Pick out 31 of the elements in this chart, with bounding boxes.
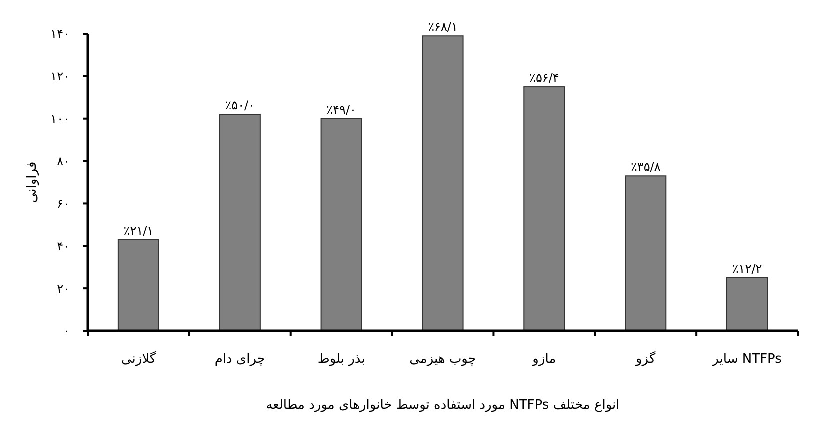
- data-label: ٪۱۲/۲: [732, 262, 762, 276]
- y-tick-label: ۱۰۰: [50, 112, 70, 126]
- data-label: ٪۶۸/۱: [428, 20, 458, 34]
- y-tick-label: ۰: [64, 324, 70, 338]
- x-axis-title: انواع مختلف NTFPs مورد استفاده توسط خانوارهای مورد مطالعه: [266, 398, 620, 413]
- x-tick-label: گزو: [635, 351, 656, 367]
- bar: [625, 176, 667, 332]
- bar: [118, 239, 160, 332]
- y-tick-label: ۸۰: [57, 154, 70, 168]
- x-tick-label: چوب هیزمی: [410, 352, 476, 367]
- x-tick-label: مازو: [532, 352, 556, 367]
- y-tick-label: ۶۰: [57, 196, 70, 211]
- x-tick-label: سایر NTFPs: [712, 352, 782, 367]
- bar: [219, 114, 261, 332]
- y-tick-label: ۲۰: [57, 282, 70, 296]
- data-label: ٪۳۵/۸: [630, 160, 662, 174]
- x-tick-label: چرای دام: [214, 352, 266, 367]
- bar: [726, 277, 768, 332]
- bar: [422, 36, 464, 332]
- bar: [320, 118, 362, 332]
- data-label: ٪۲۱/۱: [124, 224, 154, 238]
- x-tick-label: بذر بلوط: [318, 352, 366, 367]
- data-label: ٪۵۰/۰: [225, 98, 256, 113]
- y-tick-label: ۱۴۰: [50, 27, 70, 42]
- data-label: ٪۴۹/۰: [326, 102, 356, 117]
- data-label: ٪۵۶/۴: [530, 71, 560, 86]
- x-tick-label: گلازنی: [121, 351, 157, 367]
- y-axis-title: فراوانی: [25, 162, 40, 204]
- y-tick-label: ۱۲۰: [50, 70, 70, 84]
- y-tick-label: ۴۰: [57, 239, 70, 254]
- bar: [524, 86, 566, 332]
